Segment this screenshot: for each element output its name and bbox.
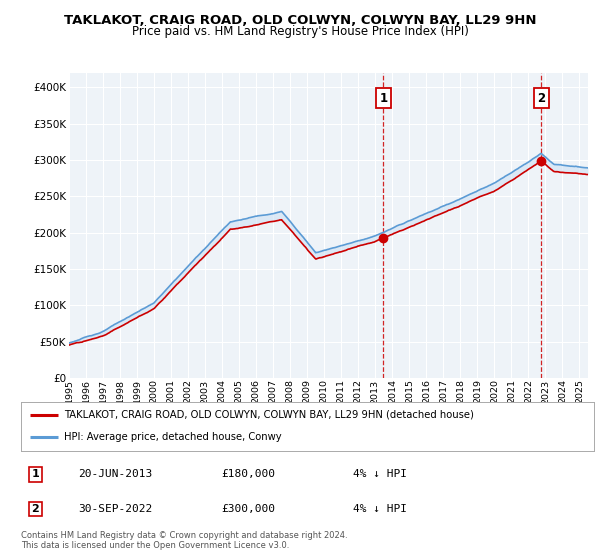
Text: £300,000: £300,000 bbox=[221, 504, 275, 514]
Text: Price paid vs. HM Land Registry's House Price Index (HPI): Price paid vs. HM Land Registry's House … bbox=[131, 25, 469, 38]
Text: £180,000: £180,000 bbox=[221, 469, 275, 479]
Text: 4% ↓ HPI: 4% ↓ HPI bbox=[353, 469, 407, 479]
Text: Contains HM Land Registry data © Crown copyright and database right 2024.
This d: Contains HM Land Registry data © Crown c… bbox=[21, 531, 347, 550]
Text: 1: 1 bbox=[31, 469, 39, 479]
Text: 1: 1 bbox=[379, 92, 388, 105]
Text: 20-JUN-2013: 20-JUN-2013 bbox=[79, 469, 152, 479]
Text: HPI: Average price, detached house, Conwy: HPI: Average price, detached house, Conw… bbox=[64, 432, 281, 442]
Text: TAKLAKOT, CRAIG ROAD, OLD COLWYN, COLWYN BAY, LL29 9HN (detached house): TAKLAKOT, CRAIG ROAD, OLD COLWYN, COLWYN… bbox=[64, 410, 474, 420]
Text: 30-SEP-2022: 30-SEP-2022 bbox=[79, 504, 152, 514]
Text: 2: 2 bbox=[537, 92, 545, 105]
Text: 2: 2 bbox=[31, 504, 39, 514]
Text: 4% ↓ HPI: 4% ↓ HPI bbox=[353, 504, 407, 514]
Text: TAKLAKOT, CRAIG ROAD, OLD COLWYN, COLWYN BAY, LL29 9HN: TAKLAKOT, CRAIG ROAD, OLD COLWYN, COLWYN… bbox=[64, 14, 536, 27]
